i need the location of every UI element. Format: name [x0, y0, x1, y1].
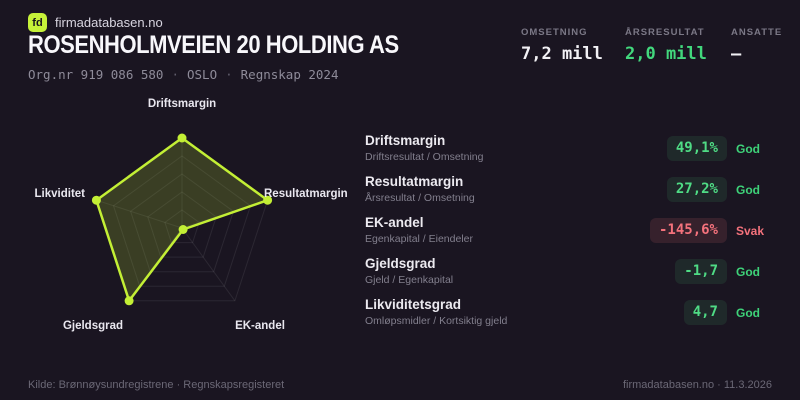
stat-arsresultat: ÅRSRESULTAT 2,0 mill [625, 27, 707, 64]
metric-name: Driftsmargin [365, 132, 446, 148]
metric-formula: Gjeld / Egenkapital [365, 274, 454, 287]
metric-row: Likviditetsgrad Omløpsmidler / Kortsiktig… [365, 292, 772, 333]
metric-info: Gjeldsgrad Gjeld / Egenkapital [365, 255, 454, 287]
metric-info: Resultatmargin Årsresultat / Omsetning [365, 173, 475, 205]
footer-site-date: firmadatabasen.no · 11.3.2026 [622, 379, 772, 391]
metrics-panel: Driftsmargin Driftsresultat / Omsetning 49… [365, 128, 772, 333]
radar-data-point [263, 195, 273, 205]
metric-status-badge: God [736, 305, 760, 320]
radar-axis-label: Gjeldsgrad [63, 320, 123, 332]
metric-right: -1,7 God [675, 259, 772, 284]
org-line-part: OSLO [187, 67, 218, 82]
radar-data-point [124, 296, 134, 306]
metric-right: 27,2% God [666, 177, 772, 202]
footer-source: Kilde: Brønnøysundregistrene · Regnskaps… [28, 379, 285, 391]
radar-data-point [91, 195, 101, 205]
org-line-separator: · [171, 67, 179, 82]
stat-omsetning: OMSETNING 7,2 mill [521, 27, 603, 64]
stat-value: 2,0 mill [625, 44, 707, 64]
metric-formula: Årsresultat / Omsetning [365, 192, 475, 205]
brand-row: fd firmadatabasen.no [28, 13, 163, 32]
radar-grid-spoke [96, 199, 183, 229]
radar-axis-label: EK-andel [235, 320, 285, 332]
metric-info: Likviditetsgrad Omløpsmidler / Kortsiktig… [365, 296, 508, 328]
org-line: Org.nr 919 086 580 · OSLO · Regnskap 2024 [28, 67, 338, 82]
metric-row: Driftsmargin Driftsresultat / Omsetning 49… [365, 128, 772, 169]
radar-chart-svg: Driftsmargin Resultatmargin EK-andel Gjelds… [35, 98, 348, 332]
brand-site-name: firmadatabasen.no [55, 15, 163, 30]
metric-info: Driftsmargin Driftsresultat / Omsetning [365, 132, 484, 164]
metric-right: -145,6% Svak [649, 218, 772, 243]
metric-value-badge: -1,7 [675, 259, 727, 284]
metric-right: 4,7 God [683, 300, 772, 325]
metric-row: Resultatmargin Årsresultat / Omsetning 27,… [365, 169, 772, 210]
footer: Kilde: Brønnøysundregistrene · Regnskaps… [28, 379, 772, 391]
metric-name: Gjeldsgrad [365, 255, 436, 271]
radar-axis-label: Driftsmargin [148, 98, 216, 110]
page-title: ROSENHOLMVEIEN 20 HOLDING AS [28, 31, 399, 59]
stat-label: ANSATTE [731, 27, 783, 38]
org-line-separator: · [225, 67, 233, 82]
radar-data-point [178, 225, 188, 234]
radar-grid-ring [164, 209, 200, 244]
metric-formula: Egenkapital / Eiendeler [365, 233, 473, 246]
radar-data-polygon [95, 136, 269, 303]
metric-right: 49,1% God [666, 136, 772, 161]
radar-grid-ring [112, 155, 252, 287]
radar-grid-ring [130, 173, 234, 273]
radar-axis-label: Likviditet [35, 188, 86, 200]
stat-ansatte: ANSATTE – [731, 27, 782, 64]
radar-chart: Driftsmargin Resultatmargin EK-andel Gjelds… [20, 85, 350, 350]
metric-status-badge: God [736, 182, 760, 197]
metric-row: Gjeldsgrad Gjeld / Egenkapital -1,7 God [365, 251, 772, 292]
metric-status-badge: God [736, 264, 760, 279]
metric-value-badge: 4,7 [683, 300, 727, 325]
metric-name: Resultatmargin [365, 173, 464, 189]
radar-grid-ring [147, 191, 217, 258]
metric-value-badge: 27,2% [666, 177, 727, 202]
stat-label: OMSETNING [521, 27, 588, 38]
stat-label: ÅRSRESULTAT [625, 27, 705, 38]
org-line-part: Regnskap 2024 [240, 67, 339, 82]
metric-name: EK-andel [365, 214, 424, 230]
metric-status-badge: God [736, 141, 760, 156]
org-line-part: Org.nr 919 086 580 [28, 67, 164, 82]
radar-axis-label: Resultatmargin [264, 188, 348, 200]
metric-value-badge: -145,6% [649, 218, 727, 243]
radar-data-point [177, 133, 187, 143]
metric-formula: Driftsresultat / Omsetning [365, 151, 484, 164]
metric-row: EK-andel Egenkapital / Eiendeler -145,6% Sv… [365, 210, 772, 251]
metric-name: Likviditetsgrad [365, 296, 462, 312]
metric-info: EK-andel Egenkapital / Eiendeler [365, 214, 473, 246]
firmadatabasen-logo-icon: fd [28, 13, 47, 32]
stat-value: 7,2 mill [521, 44, 603, 64]
metric-status-badge: Svak [736, 223, 765, 238]
key-figures: OMSETNING 7,2 mill ÅRSRESULTAT 2,0 mill ANSA… [0, 27, 800, 77]
metric-formula: Omløpsmidler / Kortsiktig gjeld [365, 315, 508, 328]
radar-grid-spoke [181, 227, 236, 302]
stat-value: – [731, 44, 742, 64]
metric-value-badge: 49,1% [666, 136, 727, 161]
